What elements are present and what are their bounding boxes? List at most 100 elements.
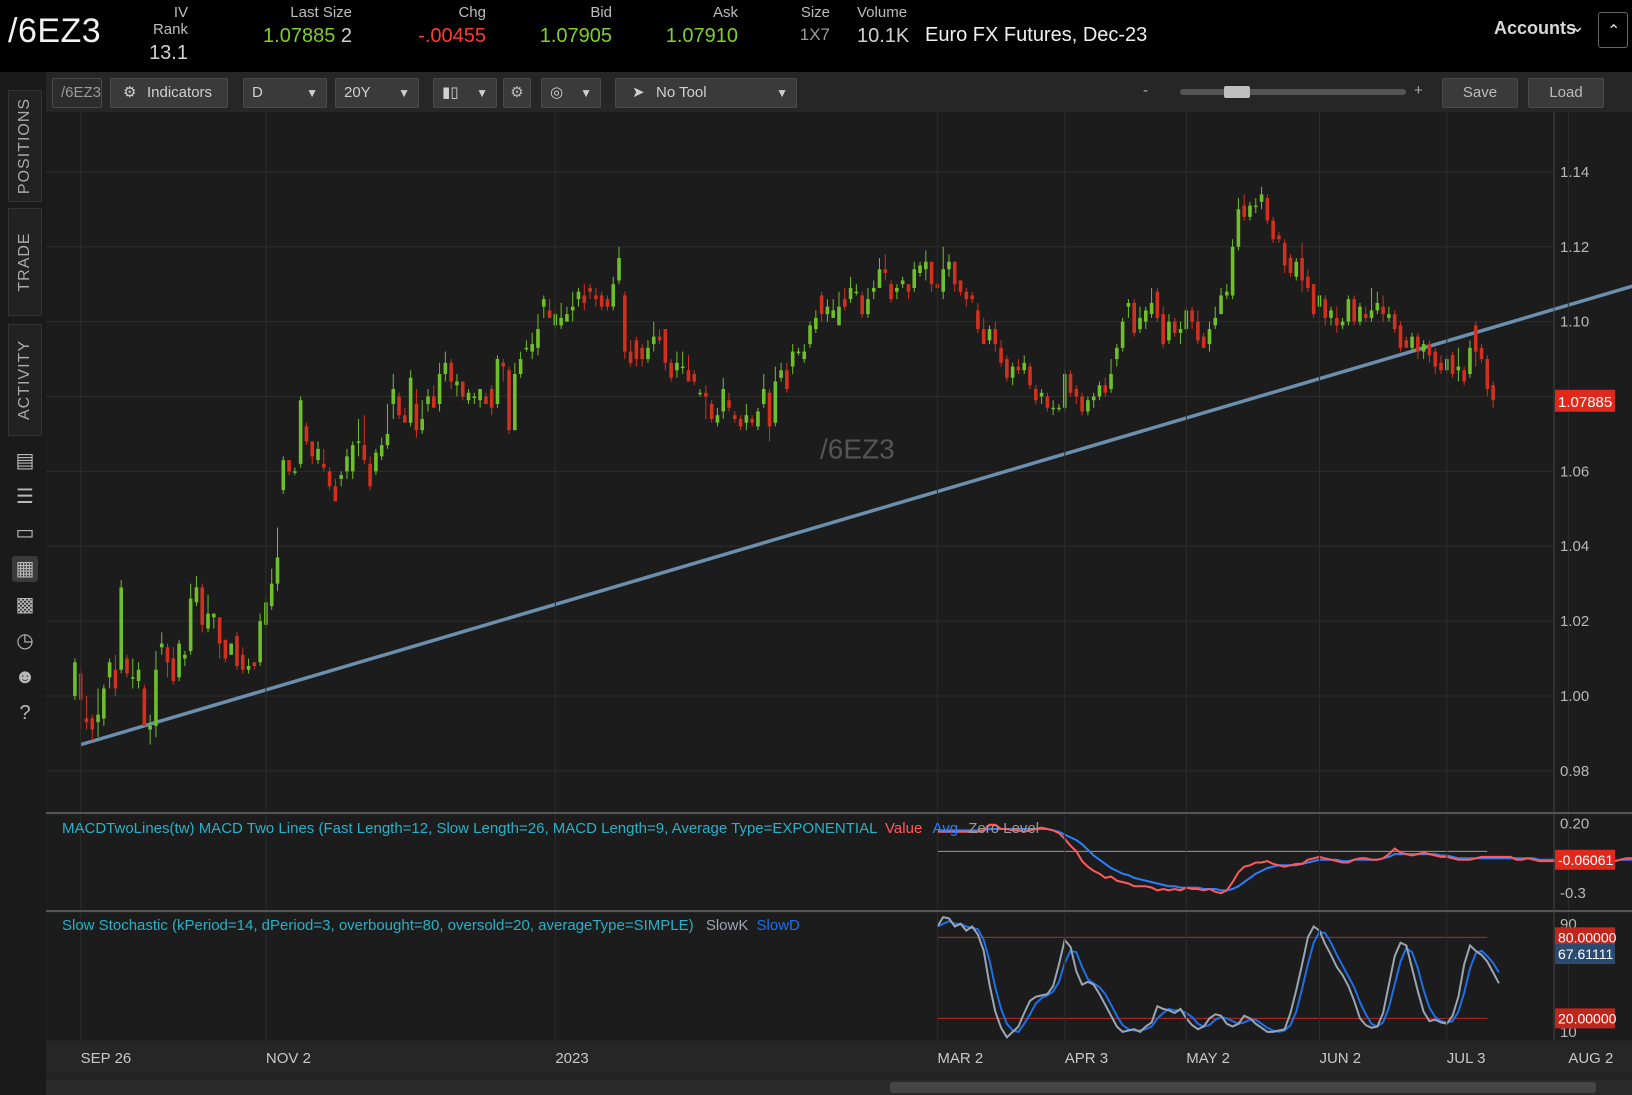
macd-legend-avg: Avg	[932, 820, 959, 837]
candle-body	[646, 347, 650, 360]
candle-body	[374, 452, 378, 472]
candle-body	[651, 336, 656, 345]
symbol-title[interactable]: /6EZ3	[8, 12, 102, 50]
candle-body	[1346, 299, 1351, 322]
settings-button[interactable]: ⚙	[503, 78, 531, 108]
candle-body	[368, 463, 372, 487]
drawing-tool-select[interactable]: ➤ No Tool ▼	[615, 78, 797, 108]
candle-body	[842, 299, 847, 307]
ask-value[interactable]: 1.07910	[665, 25, 738, 47]
size-label: Size	[800, 4, 830, 21]
y-tick-label: 1.10	[1560, 314, 1589, 331]
candle-body	[96, 714, 100, 723]
macd-pane-bg	[46, 815, 1632, 910]
candle-body	[617, 257, 621, 281]
candle-body	[206, 613, 210, 629]
candle-body	[304, 426, 309, 442]
candle-body	[900, 280, 905, 285]
stoch-value-tag-label: 67.61111	[1558, 946, 1613, 962]
chart-style-select[interactable]: ▮▯ ▼	[433, 78, 497, 108]
indicators-button[interactable]: ⚙ Indicators	[110, 78, 228, 108]
candle-body	[588, 287, 592, 292]
candle-body	[1456, 366, 1461, 371]
zoom-slider-thumb[interactable]	[1224, 86, 1250, 98]
candle-body	[854, 291, 859, 294]
list-icon[interactable]: ☰	[16, 486, 34, 508]
candle-body	[258, 621, 262, 663]
grid-icon[interactable]: ▩	[15, 594, 35, 616]
aggregation-select[interactable]: D ▼	[243, 78, 327, 108]
candle-body	[814, 317, 818, 330]
tv-icon[interactable]: ▭	[15, 522, 35, 544]
candle-body	[1016, 366, 1021, 371]
help-icon[interactable]: ?	[19, 702, 31, 724]
candle-body	[183, 654, 187, 659]
x-tick-label: AUG 2	[1568, 1050, 1613, 1067]
candle-body	[1115, 347, 1119, 360]
style-select[interactable]: ◎ ▼	[541, 78, 601, 108]
chevron-down-icon[interactable]: ⌄	[1570, 16, 1586, 36]
candle-body	[397, 396, 401, 416]
zoom-slider[interactable]	[1180, 89, 1406, 95]
tab-activity[interactable]: ACTIVITY	[8, 324, 42, 436]
time-range-select[interactable]: 20Y ▼	[335, 78, 419, 108]
candle-body	[750, 418, 754, 423]
candle-body	[733, 415, 737, 419]
bid-field: Bid 1.07905	[520, 4, 612, 48]
zoom-in-button[interactable]: +	[1414, 82, 1423, 99]
candle-body	[999, 347, 1003, 363]
slowk-line	[936, 915, 1500, 1039]
candle-body	[229, 643, 233, 655]
candle-body	[565, 314, 569, 322]
collapse-header-button[interactable]: ⌃	[1598, 12, 1628, 48]
candle-body	[1392, 314, 1397, 330]
macd-legend-value: Value	[885, 820, 923, 837]
load-button[interactable]: Load	[1528, 78, 1604, 108]
tab-positions[interactable]: POSITIONS	[8, 90, 42, 202]
chart-icon[interactable]: ▦	[12, 556, 38, 582]
candle-body	[437, 374, 442, 404]
y-tick-label: 1.04	[1560, 538, 1589, 555]
globe-icon: ◎	[550, 84, 564, 101]
zoom-out-button[interactable]: -	[1143, 82, 1148, 99]
candle-body	[293, 471, 297, 473]
y-tick-label: 1.14	[1560, 164, 1589, 181]
stoch-legend-slowd: SlowD	[756, 917, 800, 934]
candle-body	[1201, 336, 1206, 348]
caret-down-icon: ▼	[580, 86, 592, 100]
candle-body	[1479, 347, 1484, 360]
save-button[interactable]: Save	[1442, 78, 1518, 108]
last-value: 1.07885 2	[242, 25, 352, 48]
candle-body	[518, 359, 523, 375]
caret-down-icon: ▼	[306, 86, 318, 100]
ask-field: Ask 1.07910	[646, 4, 738, 48]
bid-value[interactable]: 1.07905	[539, 25, 612, 47]
news-icon[interactable]: ▤	[15, 450, 35, 472]
aggregation-value: D	[252, 84, 263, 101]
symbol-input[interactable]: /6EZ3	[52, 78, 102, 108]
candle-body	[1242, 205, 1246, 217]
candle-body	[350, 445, 355, 472]
y-tick-label: 1.06	[1560, 463, 1589, 480]
candle-body	[1473, 325, 1478, 352]
candle-body	[952, 261, 957, 285]
candle-body	[1091, 396, 1096, 401]
candle-body	[738, 418, 743, 427]
candle-body	[785, 370, 789, 390]
pointer-icon: ➤	[632, 84, 645, 101]
candle-body	[1410, 336, 1414, 348]
size-field: Size 1X7	[790, 4, 830, 45]
candle-body	[269, 583, 274, 607]
x-tick-label: MAY 2	[1186, 1050, 1230, 1067]
candle-body	[246, 666, 251, 670]
clock-icon[interactable]: ◷	[16, 630, 34, 652]
candle-body	[449, 362, 453, 382]
accounts-menu[interactable]: Accounts	[1494, 18, 1577, 38]
candle-body	[1271, 220, 1275, 240]
candle-body	[1034, 389, 1038, 401]
candle-body	[1074, 389, 1079, 397]
candle-body	[287, 460, 291, 472]
tab-trade[interactable]: TRADE	[8, 208, 42, 316]
community-icon[interactable]: ☻	[14, 666, 36, 688]
